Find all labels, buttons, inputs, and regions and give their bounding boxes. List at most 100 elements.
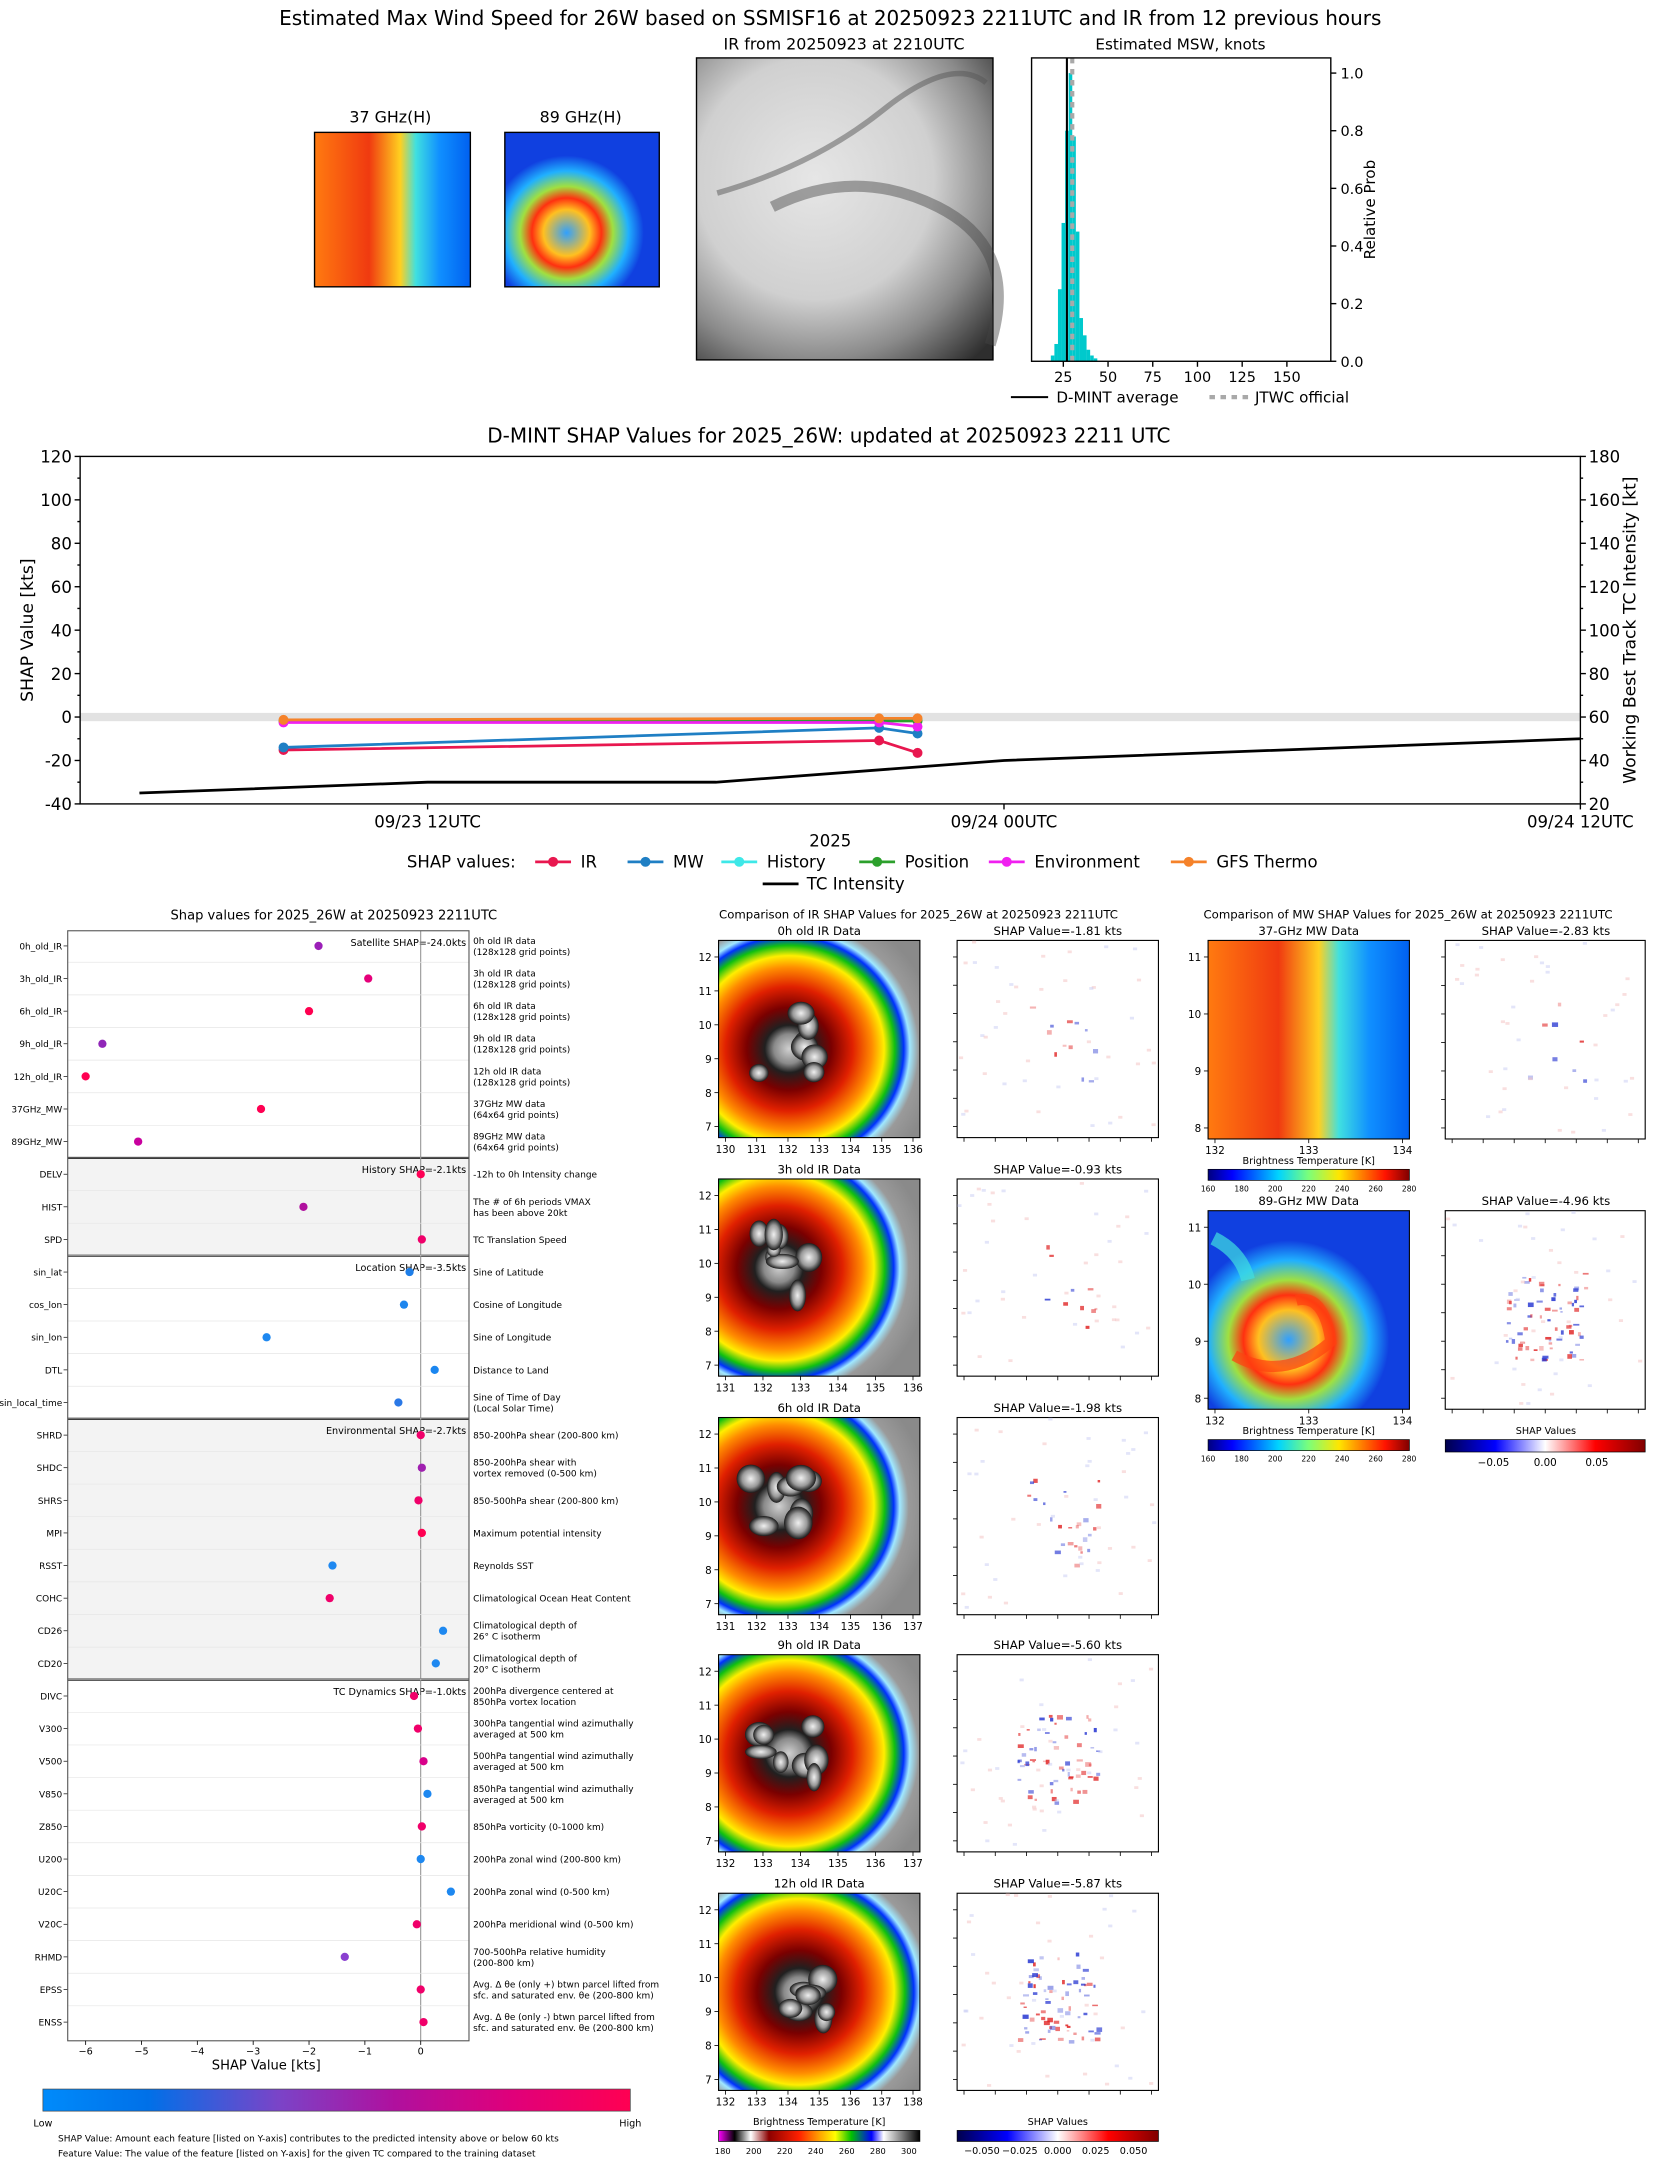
legend-title: SHAP values: xyxy=(407,852,516,871)
shap-pixel xyxy=(972,961,977,964)
shap-pixel xyxy=(1135,1741,1140,1745)
shap-pixel xyxy=(991,1981,996,1985)
series-point-gfs-thermo xyxy=(874,713,885,724)
ir-shap-colorbar-tick: 0.025 xyxy=(1082,2146,1110,2157)
shap-pixel xyxy=(1064,1494,1069,1498)
ir-shap-image xyxy=(956,939,1159,1139)
ir-colorbar-tick: 200 xyxy=(746,2146,762,2156)
shap-pixel xyxy=(1534,955,1539,959)
feature-description: 700-500hPa relative humidity xyxy=(473,1948,606,1958)
shap-pixel xyxy=(1057,2037,1064,2041)
mw-rainband xyxy=(1231,1293,1337,1372)
x-tick-label: 132 xyxy=(716,2097,736,2109)
shap-pixel xyxy=(1027,1795,1033,1800)
feature-shap-point xyxy=(412,1920,421,1929)
histogram-bar xyxy=(1057,289,1062,362)
shap-pixel xyxy=(1022,1994,1030,1997)
shap-pixel xyxy=(1054,1799,1059,1803)
top-panels: 37 GHz(H) 89 GHz(H) IR from 20250923 at 22… xyxy=(313,35,1004,361)
shap-pixel xyxy=(966,1920,972,1924)
shap-pixel xyxy=(1076,1768,1081,1772)
shap-pixel xyxy=(1502,1087,1507,1091)
x-tick-label: 136 xyxy=(903,1144,923,1156)
shap-pixel xyxy=(1049,1782,1054,1786)
x-tick-label: 130 xyxy=(716,1144,736,1156)
shap-pixel xyxy=(1050,1514,1055,1518)
shap-pixel xyxy=(990,1191,995,1195)
shap-pixel xyxy=(1055,2026,1060,2032)
shap-summary-chart: Shap values for 2025_26W at 20250923 221… xyxy=(0,909,659,2158)
ir-shap-title: SHAP Value=-5.60 kts xyxy=(993,1638,1122,1652)
feature-label: V500 xyxy=(39,1758,63,1768)
feature-shap-point xyxy=(416,1430,425,1440)
feature-shap-point xyxy=(81,1072,90,1081)
shap-pixel xyxy=(994,966,999,969)
shap-pixel xyxy=(1048,1762,1053,1766)
shap-pixel xyxy=(1050,1517,1053,1522)
shap-pixel xyxy=(963,961,968,965)
mw-shap-colorbar-label: SHAP Values xyxy=(1516,1426,1576,1437)
feature-shap-point xyxy=(431,1659,440,1668)
shap-pixel xyxy=(1087,1548,1091,1553)
ir-cold-cloud xyxy=(795,1243,823,1272)
shap-pixel xyxy=(1130,1679,1135,1682)
shap-pixel xyxy=(1544,1307,1551,1311)
shap-pixel xyxy=(1141,2010,1146,2014)
y-tick-label: 8 xyxy=(1195,1393,1202,1405)
shap-pixel xyxy=(1037,1728,1041,1732)
y-tick-label: 8 xyxy=(705,1326,712,1338)
shap-pixel xyxy=(1108,1924,1113,1928)
shap-pixel xyxy=(1104,945,1109,949)
ir-cold-cloud xyxy=(749,1064,769,1082)
ir-data-frame xyxy=(718,1892,921,2091)
shap-pixel xyxy=(990,1219,996,1223)
feature-label: V850 xyxy=(39,1790,63,1800)
shap-pixel xyxy=(1571,1353,1577,1358)
x-tick-label: 09/24 12UTC xyxy=(1527,812,1634,831)
x-tick-label: 136 xyxy=(866,1858,886,1870)
shap-pixel xyxy=(1080,1551,1083,1554)
y-tick-label: 12 xyxy=(699,1429,712,1441)
shap-pixel xyxy=(1041,2016,1046,2021)
shap-pixel xyxy=(1019,1981,1024,1985)
shap-pixel xyxy=(1048,1714,1053,1718)
x-tick-label: 133 xyxy=(1299,1145,1319,1157)
x-tick-label: 134 xyxy=(841,1144,861,1156)
shap-pixel xyxy=(1068,2040,1075,2044)
shap-pixel xyxy=(1052,1989,1057,1993)
shap-pixel xyxy=(1005,1893,1010,1897)
shap-pixel xyxy=(1594,1097,1599,1100)
feature-description: Avg. Δ θe (only -) btwn parcel lifted fr… xyxy=(473,2013,655,2023)
feature-description: (Local Solar Time) xyxy=(473,1404,554,1414)
shap-pixel xyxy=(1525,1346,1530,1351)
series-line-ir xyxy=(283,739,918,755)
y-tick-label: 8 xyxy=(705,1088,712,1100)
mw-colorbar-tick: 240 xyxy=(1335,1455,1350,1464)
ir-cold-cloud xyxy=(736,1464,765,1493)
mw-shap-colorbar-tick: 0.05 xyxy=(1585,1457,1608,1469)
ir-data-title: 9h old IR Data xyxy=(777,1638,861,1652)
shap-pixel xyxy=(1033,1962,1036,1967)
ir-cold-cloud xyxy=(764,1218,783,1251)
x-tick-label: 138 xyxy=(903,2097,923,2109)
ir-colorbar-label: Brightness Temperature [K] xyxy=(753,2117,885,2128)
shap-pixel xyxy=(1047,1985,1054,1990)
feature-label: CD26 xyxy=(38,1627,63,1637)
shap-pixel xyxy=(1091,1309,1096,1313)
shap-pixel xyxy=(1065,1761,1071,1766)
mw-colorbar-tick: 280 xyxy=(1402,1184,1417,1193)
feature-description: 200hPa zonal wind (0-500 km) xyxy=(473,1888,610,1898)
shap-pixel xyxy=(1144,1189,1149,1193)
y-tick-label: 10 xyxy=(1188,1279,1201,1291)
footnote-shap: SHAP Value: Amount each feature [listed … xyxy=(58,2134,559,2144)
shap-pixel xyxy=(1086,1040,1091,1044)
shap-pixel xyxy=(1093,1984,1096,1988)
shap-pixel xyxy=(1074,1021,1080,1025)
ir-cold-cloud xyxy=(749,1516,779,1536)
shap-pixel xyxy=(1076,1759,1083,1762)
shap-pixel xyxy=(1087,1533,1092,1537)
shap-pixel xyxy=(1540,1284,1545,1287)
feature-shap-point xyxy=(419,2017,428,2027)
shap-pixel xyxy=(1032,1807,1037,1811)
shap-pixel xyxy=(1568,1330,1574,1335)
